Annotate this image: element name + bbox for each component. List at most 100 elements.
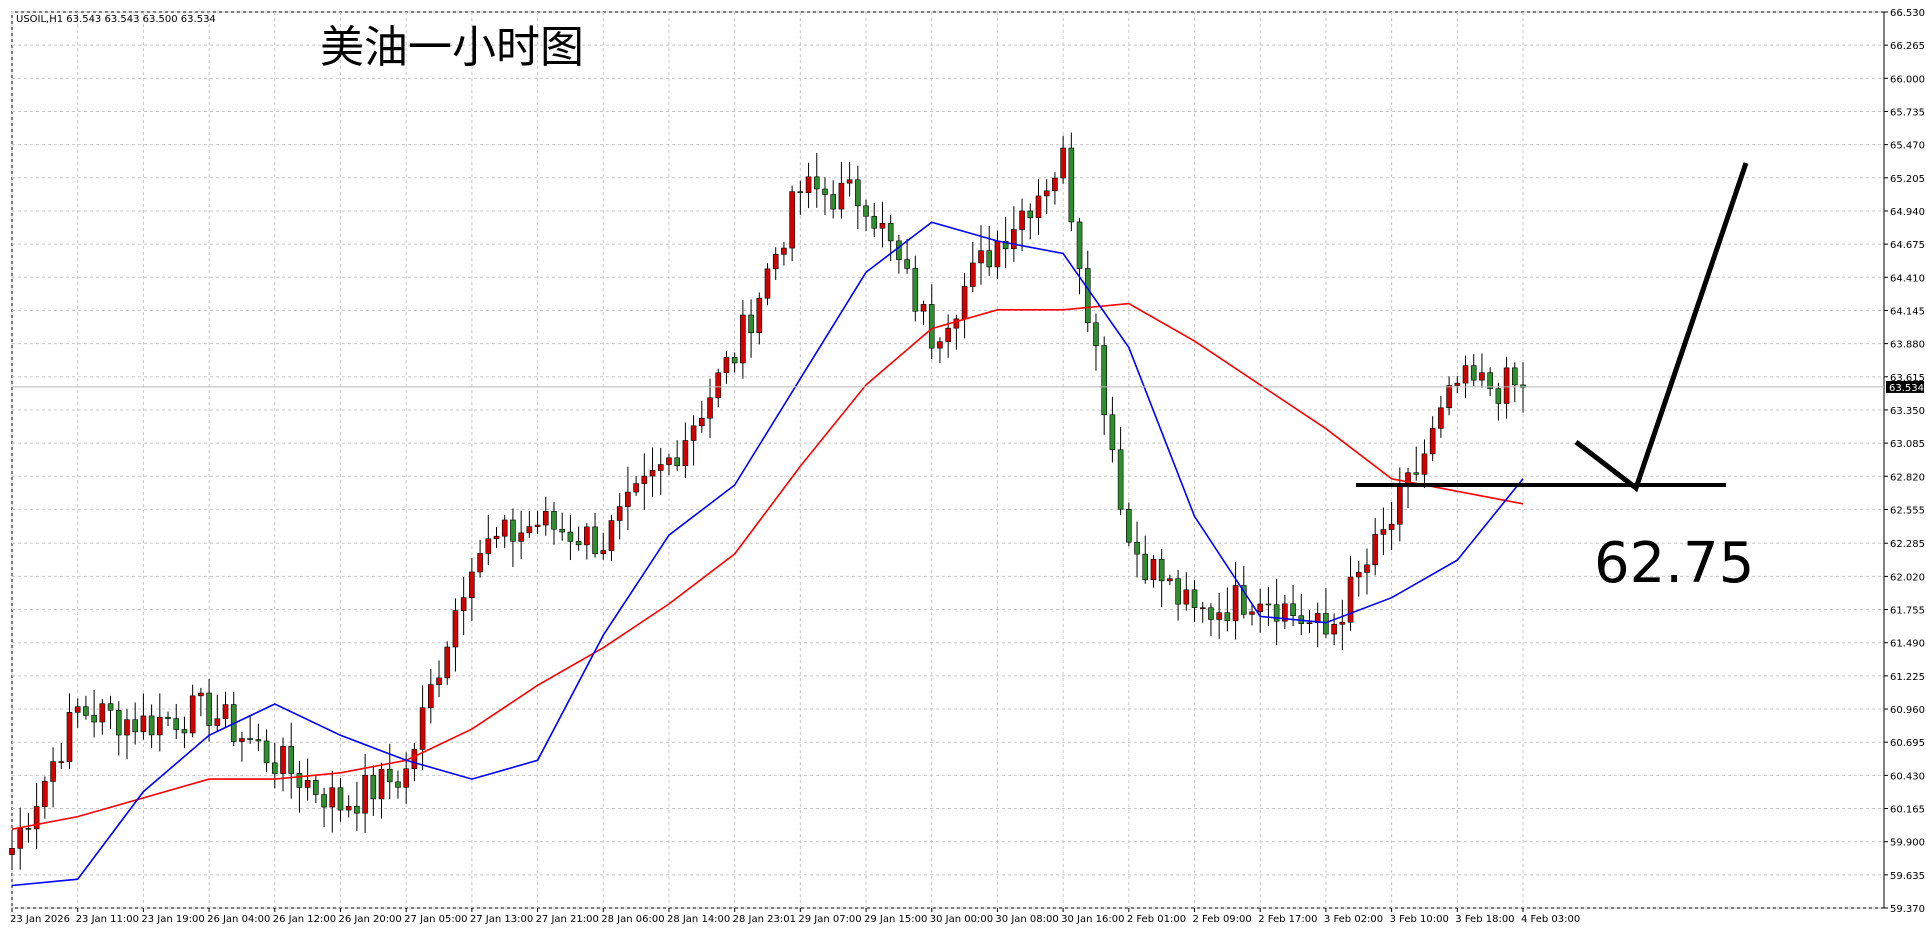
time-tick-label: 2 Feb 01:00 [1127, 914, 1186, 925]
price-tick-label: 62.820 [1890, 472, 1925, 483]
candle-body [477, 553, 483, 573]
candle-body [1462, 365, 1469, 384]
candle-body [912, 268, 919, 312]
candle-body [542, 511, 549, 526]
candle-body [953, 318, 960, 329]
current-price-tag: 63.534 [1886, 380, 1924, 394]
candle [485, 515, 492, 565]
candle [1331, 613, 1337, 645]
candle [510, 508, 516, 568]
candle [1101, 336, 1107, 435]
candle [879, 202, 886, 248]
candle-body [822, 188, 828, 195]
candle [329, 770, 336, 833]
candle-body [255, 739, 262, 742]
price-tick-label: 66.000 [1890, 74, 1925, 85]
candles [9, 132, 1526, 870]
candle-body [1142, 553, 1149, 581]
candle-body [608, 520, 615, 551]
candle-body [1199, 607, 1206, 610]
candle [1011, 206, 1017, 262]
candle-body [1364, 564, 1370, 573]
candle [551, 502, 557, 545]
price-tick-label: 64.410 [1890, 273, 1925, 284]
candle-body [1331, 623, 1337, 635]
candle-body [1380, 529, 1387, 535]
candle [920, 300, 927, 326]
candle [157, 693, 163, 752]
time-tick-label: 26 Jan 12:00 [273, 914, 336, 925]
candle [354, 781, 360, 831]
candle-body [1076, 221, 1083, 269]
candle-body [1503, 367, 1510, 404]
time-tick-label: 4 Feb 03:00 [1521, 914, 1580, 925]
candle-body [25, 827, 32, 830]
price-tick-label: 59.900 [1890, 838, 1925, 849]
candle [986, 226, 993, 276]
candle-body [395, 781, 401, 788]
candle [1191, 580, 1198, 623]
candle-body [1134, 541, 1140, 555]
candle [822, 177, 828, 215]
candle-body [756, 297, 763, 334]
candle [937, 337, 943, 364]
candle-body [1150, 558, 1157, 581]
candle-body [584, 526, 590, 546]
candle [1479, 353, 1485, 388]
candle [1388, 501, 1395, 551]
candle-body [378, 768, 385, 800]
price-tick-label: 64.145 [1890, 306, 1925, 317]
candle [66, 693, 73, 770]
candle [748, 299, 754, 358]
candle [132, 702, 138, 745]
candle-body [559, 528, 566, 533]
candle-body [33, 806, 40, 830]
candle [657, 447, 664, 495]
candle-body [1372, 534, 1378, 566]
candle [1470, 354, 1477, 387]
time-tick-label: 23 Jan 2026 [10, 914, 70, 925]
time-tick-label: 3 Feb 10:00 [1390, 914, 1449, 925]
candle-body [501, 519, 508, 537]
candle-body [181, 729, 188, 734]
price-tick-label: 63.880 [1890, 340, 1925, 351]
candle [1372, 518, 1378, 576]
candle-body [1470, 365, 1477, 381]
candle [165, 711, 171, 727]
candle-body [1265, 603, 1272, 606]
candle-body [896, 240, 902, 260]
candle [345, 795, 352, 818]
candle [690, 415, 697, 466]
candle [263, 729, 270, 772]
candle [362, 753, 368, 833]
price-tick-label: 65.205 [1890, 174, 1925, 185]
price-tick-label: 66.265 [1890, 41, 1925, 52]
candle [1199, 601, 1206, 623]
candle [838, 161, 845, 219]
time-tick-label: 26 Jan 04:00 [207, 914, 270, 925]
candle [280, 737, 286, 792]
candle-body [1035, 195, 1042, 219]
price-tick-label: 62.285 [1890, 539, 1925, 550]
price-tick-label: 65.470 [1890, 141, 1925, 152]
drawn-annotation: 62.75 [1356, 162, 1754, 596]
candle-body [1052, 177, 1058, 192]
candle [715, 368, 722, 408]
candle-body [165, 716, 171, 719]
time-tick-label: 28 Jan 14:00 [667, 914, 730, 925]
candle [756, 292, 763, 345]
candle-body [132, 719, 138, 733]
candle-body [863, 205, 869, 217]
candle [1511, 362, 1518, 403]
candle-body [1306, 622, 1313, 624]
candle-body [937, 341, 943, 349]
candle [896, 234, 902, 274]
candle-body [1339, 621, 1346, 625]
candle [460, 576, 467, 636]
candle [797, 180, 804, 215]
ma-fast-line [11, 221, 1524, 887]
candle [198, 687, 204, 717]
current-price-tag-bg [1886, 380, 1924, 393]
